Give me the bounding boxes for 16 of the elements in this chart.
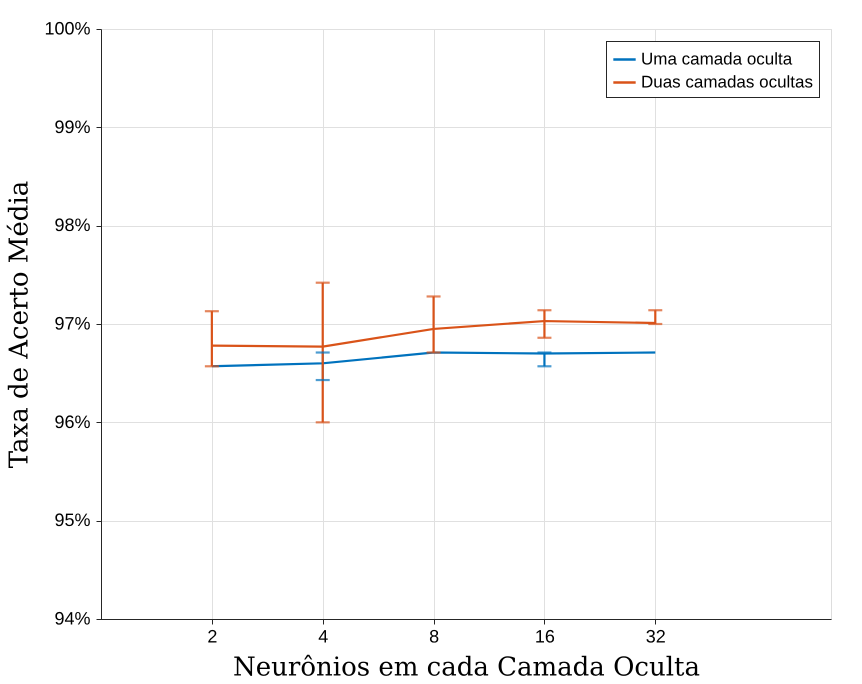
x-tick-label: 8 [429, 626, 440, 646]
x-axis-title: Neurônios em cada Camada Oculta [233, 652, 700, 682]
y-tick-label: 100% [44, 18, 90, 38]
x-tick-label: 4 [318, 626, 328, 646]
x-tick-label: 16 [534, 626, 555, 646]
y-tick-label: 96% [54, 412, 90, 432]
y-axis-title: Taxa de Acerto Média [4, 180, 34, 468]
y-tick-label: 94% [54, 608, 90, 628]
legend-label: Uma camada oculta [641, 50, 793, 68]
y-tick-label: 97% [54, 314, 90, 334]
x-tick-label: 2 [207, 626, 218, 646]
y-tick-label: 99% [54, 116, 90, 137]
y-tick-label: 95% [54, 510, 90, 530]
legend-label: Duas camadas ocultas [641, 72, 813, 92]
x-tick-label: 32 [646, 626, 666, 646]
y-tick-label: 98% [54, 215, 90, 236]
